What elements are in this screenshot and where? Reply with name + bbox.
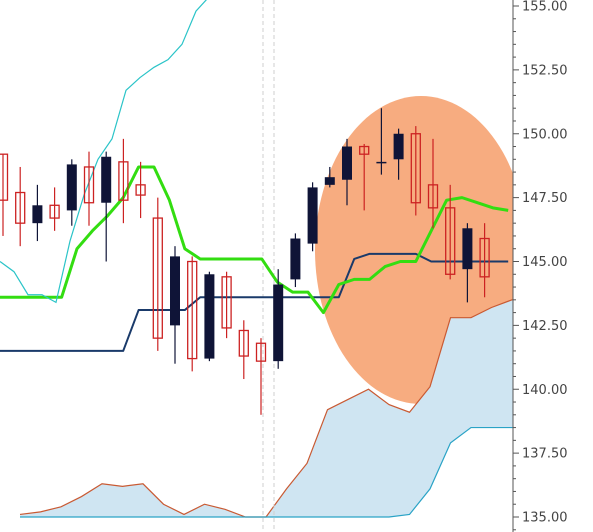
candle-15	[255, 338, 267, 415]
candle-25	[427, 138, 439, 229]
candle-body	[393, 133, 404, 160]
candle-13	[221, 271, 232, 339]
y-tick-label: 147.50	[522, 191, 568, 206]
axis-background	[513, 0, 593, 532]
candle-28	[479, 223, 490, 298]
candle-16	[273, 269, 284, 369]
candle-body	[221, 276, 232, 329]
candle-19	[324, 166, 335, 188]
candle-9	[152, 197, 163, 351]
candle-12	[204, 271, 215, 362]
candle-18	[307, 182, 318, 252]
candle-2	[32, 184, 43, 242]
candle-body	[66, 164, 77, 211]
candle-6	[101, 151, 112, 262]
candle-body	[324, 177, 335, 185]
candle-7	[118, 138, 129, 224]
candle-17	[290, 233, 301, 288]
candle-body	[462, 228, 473, 270]
ichimoku-cloud	[19, 299, 513, 518]
chikou-line	[0, 0, 207, 304]
price-axis: 135.00 137.50 140.00 142.50 145.00 147.50 150.…	[512, 0, 593, 532]
candle-body	[32, 205, 43, 224]
candle-body	[359, 145, 370, 155]
y-tick-label: 145.00	[522, 255, 568, 270]
candle-10	[170, 246, 180, 364]
candle-body	[238, 329, 249, 357]
candle-body	[445, 207, 456, 275]
y-tick-label: 150.00	[522, 127, 568, 142]
candle-5	[83, 151, 95, 226]
candle-24	[410, 126, 421, 216]
candle-body	[170, 256, 180, 326]
candle-14	[238, 320, 249, 380]
candle-body	[307, 187, 318, 244]
candle-body	[49, 204, 60, 219]
candle-0	[0, 153, 9, 236]
candle-22	[376, 108, 387, 175]
candle-21	[359, 143, 370, 211]
candle-26	[445, 184, 456, 280]
y-tick-label: 135.00	[522, 511, 568, 526]
candle-body	[273, 284, 284, 362]
cloud-fill	[20, 299, 513, 517]
candle-body	[15, 191, 26, 224]
candle-body	[427, 184, 439, 209]
cloud-edge-upper	[19, 299, 513, 518]
y-tick-label: 155.00	[522, 0, 568, 15]
candle-body	[479, 237, 490, 278]
candle-body	[290, 238, 301, 280]
candle-body	[118, 161, 129, 201]
candle-body	[204, 274, 215, 359]
candle-body	[135, 184, 146, 196]
candle-20	[342, 138, 352, 206]
candle-1	[15, 166, 26, 247]
candlesticks	[0, 108, 490, 415]
indicator-lines	[0, 0, 509, 352]
candle-4	[66, 159, 77, 226]
cloud-edge-lower	[20, 426, 513, 518]
y-tick-label: 142.50	[522, 319, 568, 334]
kijun-line	[0, 252, 509, 352]
candle-3	[49, 187, 60, 231]
candle-body	[101, 156, 112, 203]
candle-body	[255, 342, 267, 362]
candle-body	[376, 161, 387, 164]
candle-body	[187, 260, 198, 360]
y-tick-label: 137.50	[522, 447, 568, 462]
candle-23	[393, 128, 404, 180]
candle-body	[342, 146, 352, 180]
candle-body	[83, 166, 95, 204]
y-tick-label: 140.00	[522, 383, 568, 398]
candle-body	[152, 217, 163, 339]
y-tick-label: 152.50	[522, 63, 568, 78]
candle-11	[187, 256, 198, 372]
candle-body	[410, 133, 421, 204]
candle-8	[135, 161, 146, 219]
candle-27	[462, 223, 473, 303]
vertical-grid	[262, 0, 275, 532]
tenkan-line	[0, 165, 509, 315]
candle-body	[0, 153, 9, 201]
